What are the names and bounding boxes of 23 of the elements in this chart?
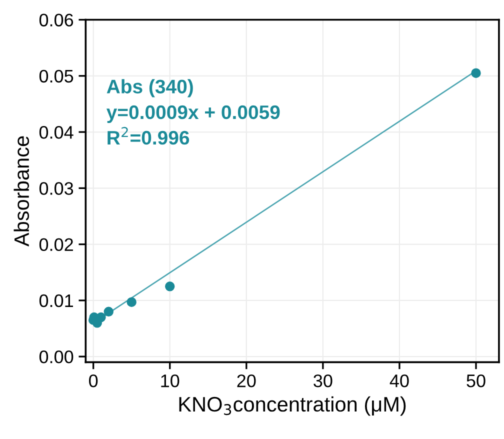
y-tick-label: 0.02 [39,238,73,252]
annotation: y=0.0009x + 0.0059 [106,105,280,123]
annotation: R$^{2}$=0.996 [108,126,190,145]
x-tick-label: 0 [89,374,98,388]
y-tick-label: 0.03 [39,182,74,195]
x-tick-label: 10 [161,374,180,388]
y-tick-label: 0.01 [39,294,73,308]
x-tick-label: 30 [314,374,332,388]
y-tick-label: 0.06 [39,14,74,26]
point [471,68,481,78]
y-tick-label: 0.04 [39,126,74,139]
x-tick-label: 40 [390,374,409,388]
x-tick-label: 20 [237,374,256,388]
point [165,282,175,292]
y-tick-label: 0.00 [39,350,74,364]
x-axis-title: KNO$_{3}$concentration (μM) [179,396,406,416]
annotation: Abs (340) [106,79,193,98]
point [104,306,114,317]
y-tick-label: 0.05 [39,70,74,83]
x-tick-label: 50 [466,374,486,388]
point [126,297,136,307]
y-axis-title: Absorbance [14,136,30,247]
point [96,312,106,322]
